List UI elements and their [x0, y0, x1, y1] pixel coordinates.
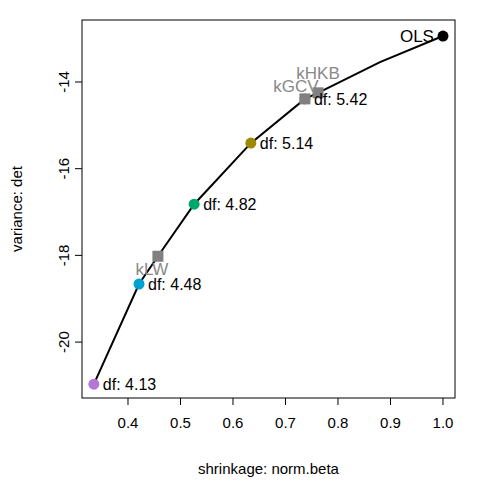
point	[245, 138, 256, 149]
y-tick-label: -18	[55, 245, 72, 267]
y-axis-title: variance: det	[8, 165, 25, 252]
labels: df: 5.42df: 5.14df: 4.82df: 4.48df: 4.13…	[103, 27, 434, 393]
plot-frame	[82, 20, 455, 398]
point-label: df: 5.42	[314, 91, 367, 108]
x-tick-label: 0.9	[380, 414, 401, 431]
point-label: df: 5.14	[260, 135, 313, 152]
y-tick-label: -14	[55, 71, 72, 93]
x-tick	[232, 398, 233, 405]
x-tick	[390, 398, 391, 405]
x-tick	[285, 398, 286, 405]
point	[88, 379, 99, 390]
point	[437, 31, 448, 42]
x-tick-label: 0.6	[223, 414, 244, 431]
x-axis-title: shrinkage: norm.beta	[198, 460, 340, 477]
point	[134, 278, 145, 289]
y-tick	[75, 81, 82, 82]
x-tick-label: 0.8	[328, 414, 349, 431]
x-tick	[442, 398, 443, 405]
y-tick	[75, 168, 82, 169]
y-tick-label: -16	[55, 158, 72, 180]
plot-marks	[88, 31, 448, 390]
x-tick-label: 0.4	[118, 414, 139, 431]
x-tick-label: 1.0	[433, 414, 454, 431]
x-tick-label: 0.5	[170, 414, 191, 431]
point	[189, 199, 200, 210]
curve	[94, 36, 443, 384]
y-tick	[75, 255, 82, 256]
point-label: OLS	[400, 27, 434, 46]
x-tick	[127, 398, 128, 405]
chart: 0.4 0.5 0.6 0.7 0.8 0.9 1.0 -20 -18 -16 -14 shrinka…	[0, 0, 480, 480]
point-label: kLW	[136, 260, 169, 279]
x-tick	[180, 398, 181, 405]
x-tick-label: 0.7	[275, 414, 296, 431]
point-label: kGCV	[273, 77, 319, 96]
point-label: df: 4.82	[203, 196, 256, 213]
y-tick-label: -20	[55, 331, 72, 353]
point-label: df: 4.13	[103, 376, 156, 393]
y-tick	[75, 342, 82, 343]
x-tick	[337, 398, 338, 405]
